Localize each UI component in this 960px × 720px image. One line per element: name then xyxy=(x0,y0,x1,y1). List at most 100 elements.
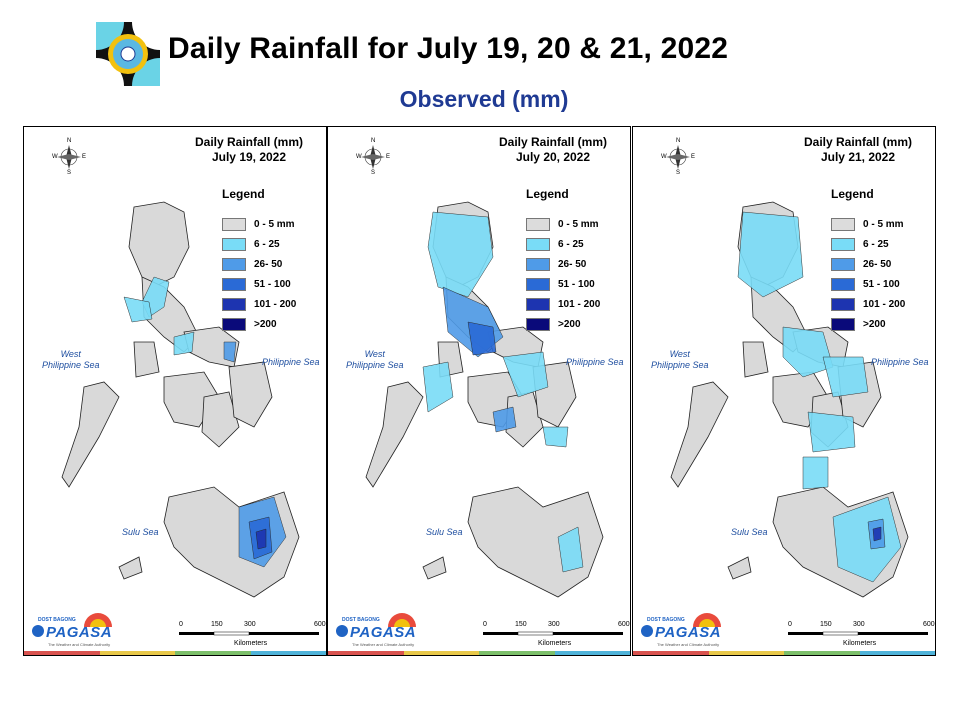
panel-title-line1: Daily Rainfall (mm) xyxy=(194,135,304,149)
land-region xyxy=(670,381,729,488)
legend-swatch xyxy=(831,257,855,271)
sea-label-west: West Philippine Sea xyxy=(346,349,404,370)
compass-s: S xyxy=(371,170,376,176)
footer-color-segment xyxy=(708,651,784,655)
scale-tick-label: 150 xyxy=(515,621,527,628)
legend-title: Legend xyxy=(831,187,874,201)
legend-label: 0 - 5 mm xyxy=(254,218,295,230)
footer-color-bar xyxy=(24,651,326,655)
scale-unit: Kilometers xyxy=(234,640,268,647)
legend-label: 0 - 5 mm xyxy=(558,218,599,230)
land-region xyxy=(228,361,273,428)
scale-bar xyxy=(483,631,623,636)
footer-color-segment xyxy=(859,651,935,655)
pagasa-dost-label: DOST BAGONG xyxy=(38,617,76,623)
rainfall-area xyxy=(492,406,517,433)
legend-label: 26- 50 xyxy=(254,258,283,270)
scale-tick-label: 0 xyxy=(179,621,183,628)
scale-tick-label: 300 xyxy=(548,621,560,628)
legend-label: >200 xyxy=(254,318,277,330)
legend-title: Legend xyxy=(526,187,569,201)
scale-tick-label: 0 xyxy=(483,621,487,628)
pagasa-umbrella-icon xyxy=(32,613,112,637)
sea-label-east: Philippine Sea xyxy=(871,357,929,367)
legend-label: 6 - 25 xyxy=(254,238,280,250)
sea-label-east: Philippine Sea xyxy=(566,357,624,367)
legend-item: >200 xyxy=(526,317,581,331)
land-region xyxy=(201,391,240,448)
legend-swatch xyxy=(222,217,246,231)
scale-bar xyxy=(788,631,928,636)
legend-label: 26- 50 xyxy=(558,258,587,270)
rainfall-area xyxy=(807,411,856,453)
legend-label: 101 - 200 xyxy=(863,298,906,310)
scale-bar xyxy=(179,631,319,636)
pagasa-seal-logo xyxy=(96,22,160,86)
legend-label: 26- 50 xyxy=(863,258,892,270)
map-panel-july-20: Daily Rainfall (mm) July 20, 2022 Legend 0 … xyxy=(327,126,631,656)
compass-n: N xyxy=(67,138,72,144)
legend-label: 51 - 100 xyxy=(558,278,595,290)
pagasa-tagline: The Weather and Climate Authority xyxy=(48,642,111,647)
scale-tick-label: 300 xyxy=(244,621,256,628)
footer-color-segment xyxy=(250,651,326,655)
legend-item: 26- 50 xyxy=(222,257,282,271)
compass-rose-icon xyxy=(666,145,690,169)
legend-item: 6 - 25 xyxy=(831,237,889,251)
scale-tick-label: 150 xyxy=(820,621,832,628)
compass-n: N xyxy=(371,138,376,144)
legend-swatch xyxy=(831,297,855,311)
land-region xyxy=(742,341,769,378)
legend-item: 101 - 200 xyxy=(222,297,296,311)
footer-color-segment xyxy=(403,651,479,655)
compass-w: W xyxy=(661,154,667,160)
panel-title-line1: Daily Rainfall (mm) xyxy=(498,135,608,149)
scale-unit: Kilometers xyxy=(843,640,877,647)
legend-swatch xyxy=(526,217,550,231)
sea-label-sulu: Sulu Sea xyxy=(731,527,768,537)
rainfall-area xyxy=(427,211,494,298)
rainfall-area xyxy=(173,331,195,356)
panel-title-date: July 19, 2022 xyxy=(211,150,287,164)
pagasa-dost-label: DOST BAGONG xyxy=(342,617,380,623)
pagasa-umbrella-icon xyxy=(641,613,721,637)
legend-swatch xyxy=(222,277,246,291)
legend-item: 51 - 100 xyxy=(831,277,900,291)
legend-title: Legend xyxy=(222,187,265,201)
rainfall-area xyxy=(467,321,497,356)
legend-swatch xyxy=(526,277,550,291)
legend-label: 101 - 200 xyxy=(558,298,601,310)
footer-color-segment xyxy=(24,651,100,655)
legend-item: 0 - 5 mm xyxy=(831,217,904,231)
legend-swatch xyxy=(831,237,855,251)
rainfall-area xyxy=(822,356,869,398)
land-region xyxy=(365,381,424,488)
pagasa-tagline: The Weather and Climate Authority xyxy=(352,642,415,647)
panel-title-date: July 20, 2022 xyxy=(515,150,591,164)
sea-label-west: West Philippine Sea xyxy=(651,349,709,370)
scale-tick-label: 600 xyxy=(314,621,326,628)
rainfall-area xyxy=(123,296,153,323)
panel-title: Daily Rainfall (mm) July 20, 2022 xyxy=(478,135,628,165)
legend-item: 6 - 25 xyxy=(222,237,280,251)
scale-tick-label: 150 xyxy=(211,621,223,628)
footer-color-segment xyxy=(554,651,630,655)
footer-color-bar xyxy=(328,651,630,655)
legend-swatch xyxy=(526,297,550,311)
legend-swatch xyxy=(526,317,550,331)
land-region xyxy=(467,486,604,598)
panel-title: Daily Rainfall (mm) July 21, 2022 xyxy=(783,135,933,165)
legend-swatch xyxy=(222,257,246,271)
pagasa-wordmark: PAGASA xyxy=(350,624,417,641)
scale-tick-label: 0 xyxy=(788,621,792,628)
philippines-map xyxy=(32,145,319,637)
land-region xyxy=(118,556,143,580)
rainfall-area xyxy=(832,496,902,583)
legend-item: 0 - 5 mm xyxy=(222,217,295,231)
rainfall-area xyxy=(255,528,267,550)
panel-title-line1: Daily Rainfall (mm) xyxy=(803,135,913,149)
footer-color-segment xyxy=(784,651,860,655)
footer-color-segment xyxy=(175,651,251,655)
legend-label: 6 - 25 xyxy=(863,238,889,250)
compass-n: N xyxy=(676,138,681,144)
